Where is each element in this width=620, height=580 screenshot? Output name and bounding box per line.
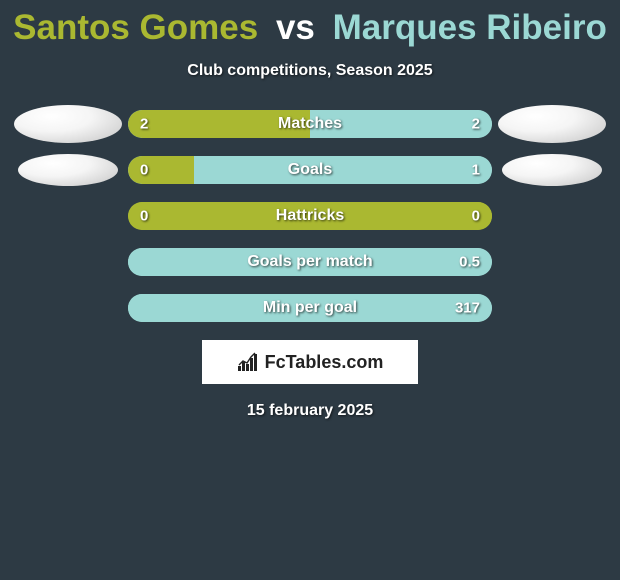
- stat-row-goals-per-match: Goals per match 0.5: [8, 248, 612, 276]
- stat-row-min-per-goal: Min per goal 317: [8, 294, 612, 322]
- stat-label: Matches: [278, 115, 342, 133]
- stat-left-value: 2: [140, 116, 148, 133]
- avatar-cell-right: [492, 105, 612, 143]
- stat-right-value: 0: [472, 208, 480, 225]
- stat-right-value: 1: [472, 162, 480, 179]
- brand-text: FcTables.com: [265, 352, 384, 373]
- bar-track: Min per goal 317: [128, 294, 492, 322]
- bar-right-fill: [194, 156, 492, 184]
- bar-track: 2 Matches 2: [128, 110, 492, 138]
- stat-label: Hattricks: [276, 207, 344, 225]
- player1-avatar-icon: [14, 105, 122, 143]
- bar-track: Goals per match 0.5: [128, 248, 492, 276]
- avatar-cell-right: [492, 154, 612, 186]
- avatar-cell-left: [8, 105, 128, 143]
- avatar-cell-left: [8, 154, 128, 186]
- stat-row-goals: 0 Goals 1: [8, 156, 612, 184]
- bar-chart-icon: [237, 352, 261, 372]
- title-vs: vs: [276, 8, 315, 47]
- stat-label: Goals per match: [247, 253, 372, 271]
- stat-left-value: 0: [140, 208, 148, 225]
- player2-avatar-small-icon: [502, 154, 602, 186]
- title-player2: Marques Ribeiro: [333, 8, 607, 47]
- date-text: 15 february 2025: [0, 402, 620, 420]
- stat-row-matches: 2 Matches 2: [8, 110, 612, 138]
- comparison-area: 2 Matches 2 0 Goals 1 0 Hattricks: [0, 110, 620, 322]
- bar-left-fill: [128, 156, 194, 184]
- stat-label: Min per goal: [263, 299, 357, 317]
- stat-left-value: 0: [140, 162, 148, 179]
- title-player1: Santos Gomes: [13, 8, 258, 47]
- bar-track: 0 Goals 1: [128, 156, 492, 184]
- brand-box: FcTables.com: [202, 340, 418, 384]
- stat-row-hattricks: 0 Hattricks 0: [8, 202, 612, 230]
- subtitle: Club competitions, Season 2025: [0, 62, 620, 80]
- stat-label: Goals: [288, 161, 332, 179]
- player2-avatar-icon: [498, 105, 606, 143]
- stat-right-value: 317: [455, 300, 480, 317]
- stat-right-value: 0.5: [459, 254, 480, 271]
- player1-avatar-small-icon: [18, 154, 118, 186]
- page-title: Santos Gomes vs Marques Ribeiro: [0, 0, 620, 48]
- stat-right-value: 2: [472, 116, 480, 133]
- bar-track: 0 Hattricks 0: [128, 202, 492, 230]
